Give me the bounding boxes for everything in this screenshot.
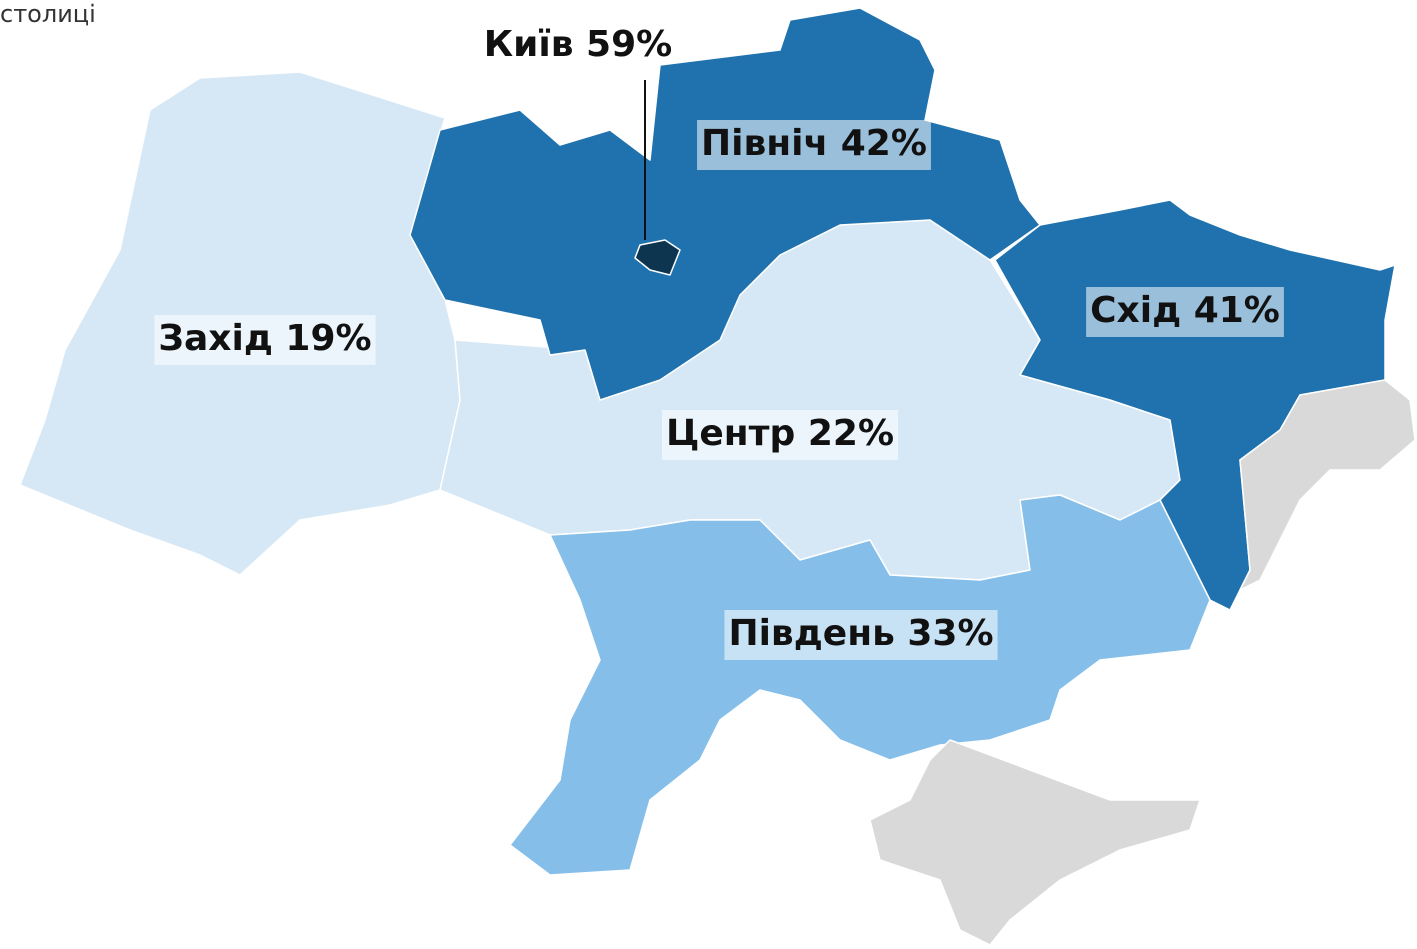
region-north (409, 7, 1041, 401)
label-background (661, 410, 899, 460)
labels: Київ 59% Північ 42% Схід 41% Південь 33% Цен… (154, 24, 1284, 660)
label-background (697, 120, 931, 170)
label-background (724, 610, 998, 660)
region-label: Київ 59% (484, 24, 672, 65)
region-label: Схід 41% (1090, 290, 1280, 331)
caption: столиці (0, 0, 96, 28)
occupied-donbas (1239, 379, 1416, 591)
region-kyiv (634, 239, 681, 276)
region-label: Центр 22% (666, 413, 894, 454)
region-label: Північ 42% (701, 123, 927, 164)
label-background (1086, 287, 1284, 337)
label-background (154, 315, 376, 365)
regions (19, 7, 1416, 946)
region-label: Захід 19% (158, 318, 371, 359)
region-south (509, 494, 1211, 876)
region-label: Південь 33% (728, 613, 993, 654)
occupied-crimea (869, 739, 1201, 946)
